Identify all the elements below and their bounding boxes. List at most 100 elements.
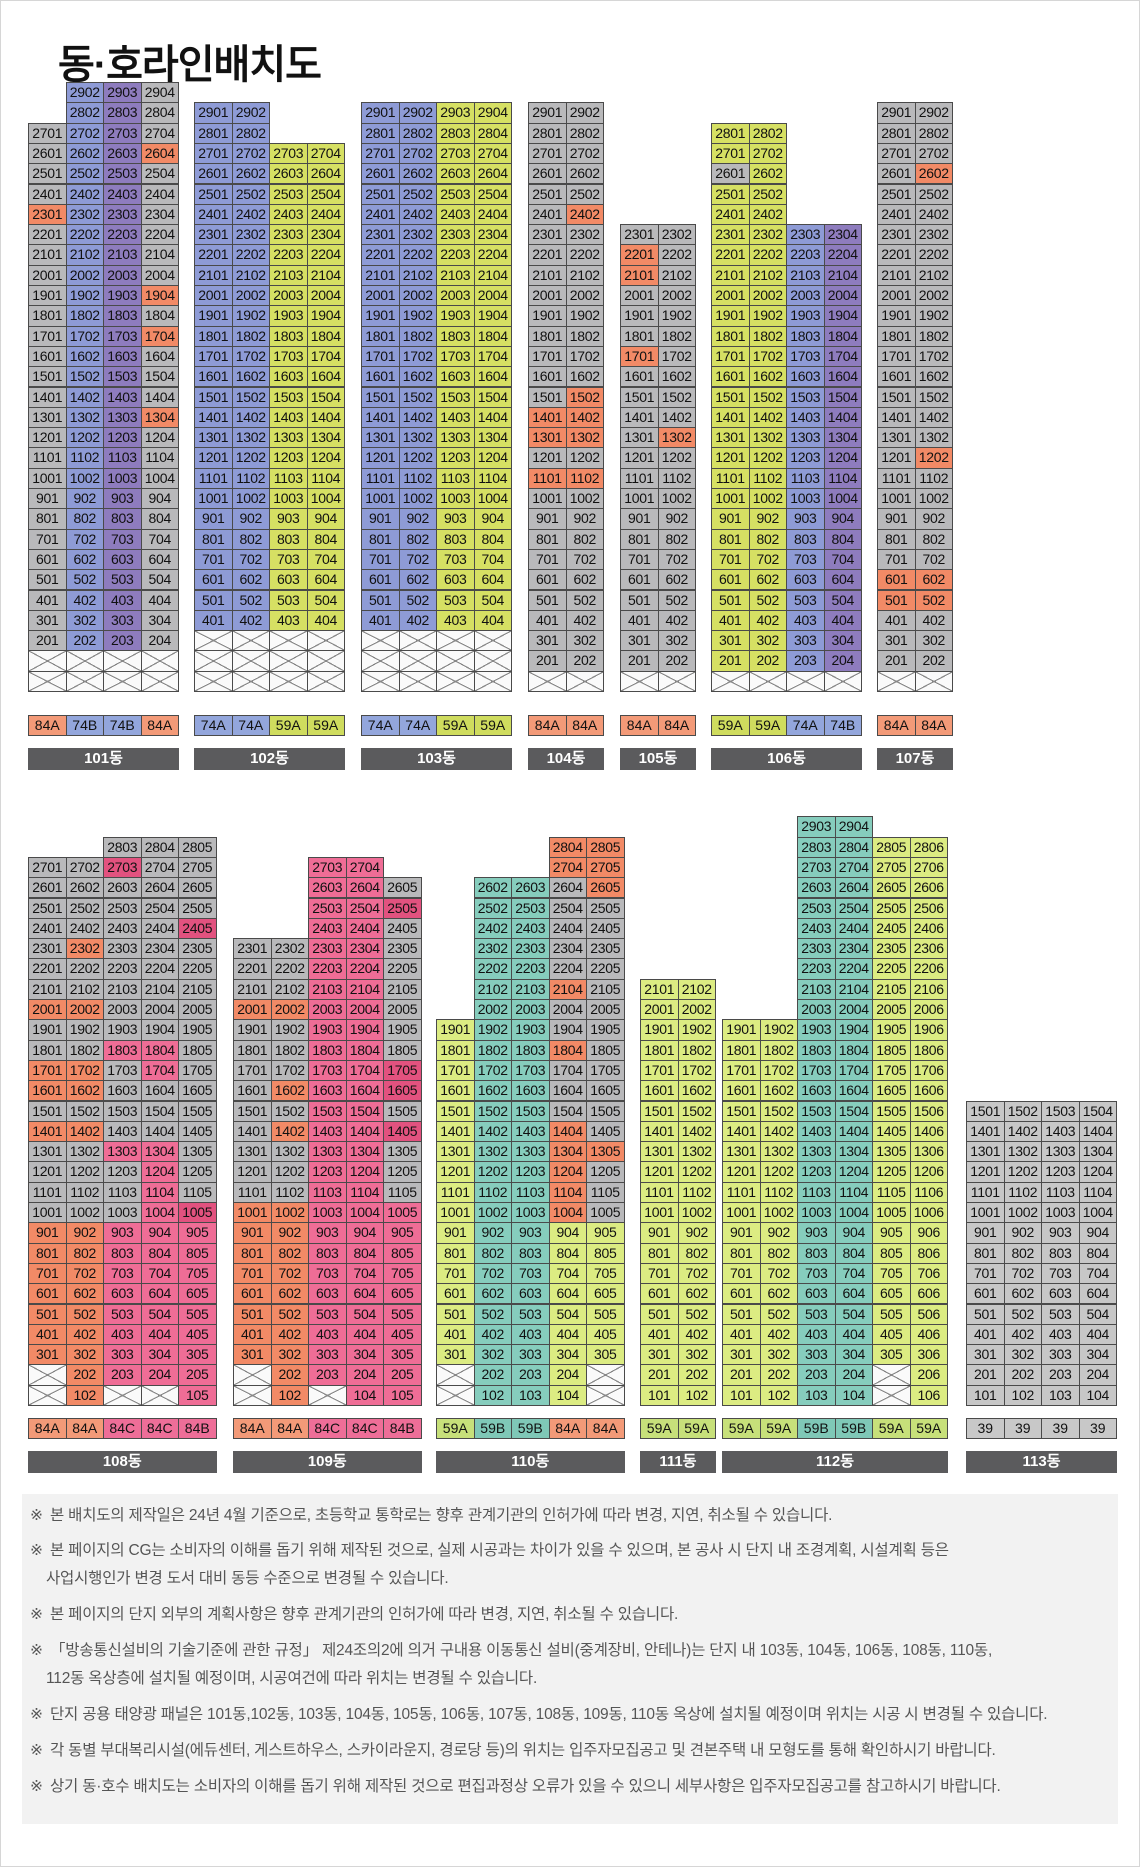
unit-cell: 1304 xyxy=(140,1141,179,1163)
unit-cell: 2402 xyxy=(748,203,787,226)
unit-cell: 1302 xyxy=(677,1141,716,1163)
unit-cell: 2302 xyxy=(565,224,604,246)
unit-cell: 1202 xyxy=(65,1161,104,1183)
unit-cell: 1001 xyxy=(620,488,659,510)
unit-cell: 602 xyxy=(270,1283,309,1305)
unit-cell: 1402 xyxy=(65,1120,104,1143)
unit-cell: 1103 xyxy=(786,467,825,489)
unit-cell: 603 xyxy=(786,569,825,591)
unit-cell: 1303 xyxy=(269,427,308,449)
unit-cell: 902 xyxy=(565,508,604,530)
unit-cell: 2303 xyxy=(797,938,836,960)
unit-cell: 1804 xyxy=(473,325,512,347)
unit-cell: 1701 xyxy=(361,345,400,368)
unit-cell: 905 xyxy=(383,1222,422,1244)
unit-cell: 704 xyxy=(1078,1262,1117,1285)
unit-cell: 2501 xyxy=(877,183,916,205)
unit-cell: 1004 xyxy=(140,467,179,489)
unit-cell: 1401 xyxy=(28,386,67,408)
unit-cell: 1402 xyxy=(231,406,270,429)
unit-cell: 402 xyxy=(270,1323,309,1346)
note-4: ※ 「방송통신설비의 기술기준에 관한 규정」 제24조의2에 의거 구내용 이동… xyxy=(30,1642,993,1659)
unit-cell: 902 xyxy=(748,508,787,530)
unit-cell: 801 xyxy=(361,528,400,550)
unit-cell: 1804 xyxy=(140,305,179,327)
unit-cell: 501 xyxy=(966,1303,1005,1325)
unit-cell: 802 xyxy=(231,528,270,550)
unit-cell: 704 xyxy=(140,1262,179,1285)
unit-cell: 603 xyxy=(797,1283,836,1305)
unit-cell: 1001 xyxy=(722,1202,761,1224)
unit-cell: 2503 xyxy=(103,163,142,185)
unit-cell: 204 xyxy=(823,650,862,672)
unit-cell: 604 xyxy=(834,1283,873,1305)
unit-cell: 801 xyxy=(194,528,233,550)
unit-cell: 1403 xyxy=(786,406,825,429)
unit-cell: 502 xyxy=(677,1303,716,1325)
unit-cell: 1803 xyxy=(786,325,825,347)
unit-cell: 505 xyxy=(872,1303,911,1325)
unit-cell: 2104 xyxy=(306,264,345,286)
unit-cell: 2802 xyxy=(748,122,787,144)
unit-cell: 302 xyxy=(565,630,604,652)
unit-cell: 605 xyxy=(178,1283,217,1305)
unit-cell: 705 xyxy=(872,1262,911,1285)
unit-cell: 1502 xyxy=(1003,1100,1042,1122)
unit-cell: 2603 xyxy=(308,877,347,899)
unit-type-label: 59A xyxy=(872,1418,911,1439)
empty-unit-cell xyxy=(231,670,270,692)
unit-cell: 2302 xyxy=(270,938,309,960)
unit-cell: 202 xyxy=(748,650,787,672)
unit-cell: 2403 xyxy=(797,917,836,940)
unit-cell: 901 xyxy=(194,508,233,530)
unit-cell: 1103 xyxy=(1041,1181,1080,1203)
unit-cell: 1604 xyxy=(548,1080,587,1102)
unit-cell: 2503 xyxy=(511,897,550,919)
unit-cell: 2004 xyxy=(306,285,345,307)
unit-cell: 2606 xyxy=(909,877,948,899)
empty-unit-cell xyxy=(140,670,179,692)
unit-cell: 504 xyxy=(306,589,345,611)
note-7: ※ 상기 동·호수 배치도는 소비자의 이해를 돕기 위해 제작된 것으로 편집과… xyxy=(30,1778,1001,1795)
unit-cell: 1604 xyxy=(140,345,179,368)
unit-cell: 1904 xyxy=(473,305,512,327)
unit-cell: 2804 xyxy=(834,836,873,858)
unit-cell: 2201 xyxy=(877,244,916,266)
unit-cell: 2602 xyxy=(914,163,953,185)
unit-cell: 1201 xyxy=(711,447,750,469)
unit-cell: 1705 xyxy=(178,1059,217,1082)
unit-cell: 1602 xyxy=(748,366,787,388)
unit-cell: 1801 xyxy=(528,325,567,347)
unit-cell: 306 xyxy=(909,1344,948,1366)
unit-cell: 1701 xyxy=(233,1059,272,1082)
unit-cell: 604 xyxy=(140,548,179,571)
unit-cell: 1701 xyxy=(194,345,233,368)
unit-cell: 603 xyxy=(269,569,308,591)
unit-cell: 1602 xyxy=(914,366,953,388)
unit-cell: 2103 xyxy=(269,264,308,286)
unit-cell: 1203 xyxy=(511,1161,550,1183)
unit-cell: 1605 xyxy=(872,1080,911,1102)
unit-cell: 1105 xyxy=(872,1181,911,1203)
unit-cell: 2303 xyxy=(103,203,142,226)
unit-cell: 804 xyxy=(140,1242,179,1264)
note-3: ※ 본 페이지의 단지 외부의 계획사항은 향후 관계기관의 인허가에 따라 변경… xyxy=(30,1606,679,1623)
unit-cell: 2102 xyxy=(565,264,604,286)
unit-cell: 1803 xyxy=(308,1039,347,1061)
unit-cell: 1204 xyxy=(140,1161,179,1183)
unit-cell: 1701 xyxy=(640,1059,679,1082)
unit-type-label: 74B xyxy=(823,715,862,736)
unit-cell: 2203 xyxy=(308,958,347,980)
unit-cell: 1401 xyxy=(620,406,659,429)
unit-type-label: 84C xyxy=(103,1418,142,1439)
unit-cell: 602 xyxy=(657,569,696,591)
unit-cell: 2203 xyxy=(786,244,825,266)
unit-cell: 701 xyxy=(722,1262,761,1285)
unit-cell: 201 xyxy=(28,630,67,652)
empty-unit-cell xyxy=(473,670,512,692)
unit-type-label: 59A xyxy=(909,1418,948,1439)
unit-cell: 701 xyxy=(711,548,750,571)
unit-cell: 1801 xyxy=(640,1039,679,1061)
unit-cell: 703 xyxy=(786,548,825,571)
empty-unit-cell xyxy=(436,1384,475,1406)
